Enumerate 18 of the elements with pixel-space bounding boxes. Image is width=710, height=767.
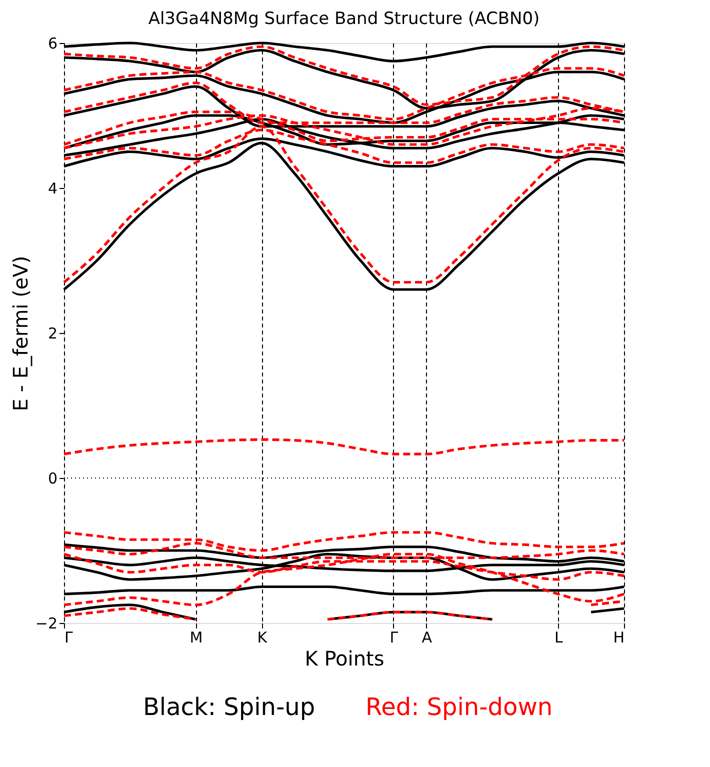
x-tick-label: Γ — [64, 628, 74, 646]
y-tick-label: −2 — [35, 614, 58, 632]
x-tick-label: K — [257, 628, 268, 646]
x-tick-label: L — [554, 628, 564, 646]
text: Black: Spin-up — [142, 693, 316, 721]
x-axis-title: K Points — [304, 646, 384, 670]
x-tick-label: Γ — [390, 628, 399, 646]
x-tick-label: M — [190, 628, 203, 646]
y-tick-label: 6 — [48, 34, 58, 52]
line-series — [62, 438, 626, 456]
chart-title: Al3Ga4N8Mg Surface Band Structure (ACBN0) — [148, 9, 540, 29]
y-tick-label: 2 — [48, 324, 58, 342]
x-tick-label: A — [422, 628, 433, 646]
y-axis-title: E - E_fermi (eV) — [8, 256, 32, 412]
x-tick-label: H — [613, 628, 624, 646]
text: Red: Spin-down — [365, 693, 553, 721]
y-tick-label: 4 — [48, 180, 58, 198]
y-tick-label: 0 — [48, 470, 58, 488]
